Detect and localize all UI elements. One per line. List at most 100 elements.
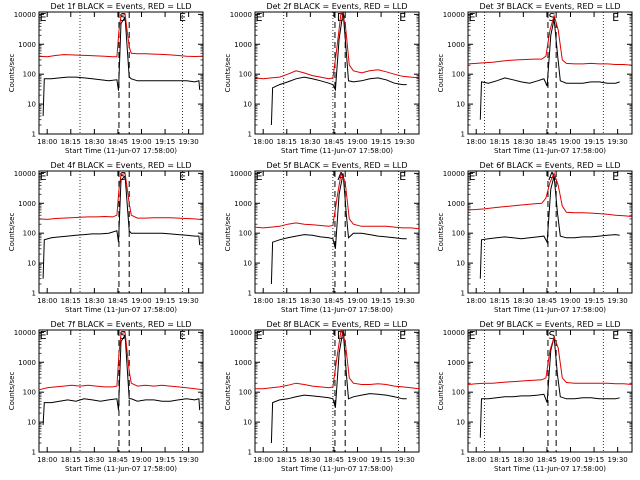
flag-label: E bbox=[179, 11, 186, 24]
x-tick-label: 19:15 bbox=[371, 138, 391, 146]
x-tick-label: 18:15 bbox=[61, 297, 81, 305]
x-axis-label: Start Time (11-Jun-07 17:58:00) bbox=[281, 465, 393, 473]
y-tick-label: 10000 bbox=[443, 329, 465, 337]
x-tick-label: 18:45 bbox=[108, 138, 128, 146]
x-tick-label: 19:00 bbox=[560, 297, 580, 305]
events-series-line bbox=[479, 18, 620, 120]
lld-series-line bbox=[38, 331, 204, 391]
x-tick-label: 19:15 bbox=[155, 297, 175, 305]
y-axis-label: Counts/sec bbox=[437, 372, 445, 411]
x-tick-label: 19:30 bbox=[179, 138, 199, 146]
y-tick-label: 10000 bbox=[14, 11, 36, 19]
x-tick-label: 18:30 bbox=[84, 297, 104, 305]
flag-label: E bbox=[40, 170, 47, 183]
y-tick-label: 10000 bbox=[443, 170, 465, 178]
y-tick-label: 1 bbox=[32, 449, 36, 457]
x-tick-label: 19:30 bbox=[395, 138, 415, 146]
x-tick-label: 19:00 bbox=[560, 456, 580, 464]
x-tick-label: 18:30 bbox=[513, 456, 533, 464]
y-tick-label: 10000 bbox=[230, 329, 252, 337]
plot-frame bbox=[254, 170, 420, 294]
flag-label: S bbox=[120, 329, 127, 342]
flag-label: A bbox=[337, 170, 345, 183]
y-tick-label: 100 bbox=[23, 71, 36, 79]
plot-frame bbox=[38, 11, 204, 135]
plot-frame bbox=[467, 170, 633, 294]
y-tick-label: 1000 bbox=[447, 200, 465, 208]
lld-series-line bbox=[467, 335, 633, 385]
events-series-line bbox=[479, 336, 620, 438]
y-tick-label: 100 bbox=[23, 389, 36, 397]
y-tick-label: 1 bbox=[32, 131, 36, 139]
x-tick-label: 19:15 bbox=[371, 456, 391, 464]
x-tick-label: 18:00 bbox=[37, 297, 57, 305]
flag-label: E bbox=[256, 11, 263, 24]
y-axis-label: Counts/sec bbox=[224, 54, 232, 93]
y-tick-label: 100 bbox=[452, 389, 465, 397]
y-tick-label: 1000 bbox=[18, 359, 36, 367]
y-tick-label: 1 bbox=[461, 449, 465, 457]
y-tick-label: 100 bbox=[239, 230, 252, 238]
x-tick-label: 18:45 bbox=[537, 456, 557, 464]
x-tick-label: 19:30 bbox=[179, 456, 199, 464]
events-series-line bbox=[270, 173, 407, 285]
x-tick-label: 19:00 bbox=[347, 297, 367, 305]
y-tick-label: 10 bbox=[27, 101, 36, 109]
y-tick-label: 1 bbox=[248, 290, 252, 298]
x-axis-label: Start Time (11-Jun-07 17:58:00) bbox=[65, 465, 177, 473]
y-tick-label: 10000 bbox=[230, 11, 252, 19]
lld-series-line bbox=[254, 171, 420, 230]
y-tick-label: 100 bbox=[239, 389, 252, 397]
x-tick-label: 18:45 bbox=[324, 456, 344, 464]
y-axis-label: Counts/sec bbox=[8, 372, 16, 411]
y-axis-label: Counts/sec bbox=[437, 213, 445, 252]
y-tick-label: 1000 bbox=[18, 200, 36, 208]
y-tick-label: 1000 bbox=[447, 41, 465, 49]
flag-label: D bbox=[337, 329, 345, 342]
flag-label: E bbox=[399, 170, 406, 183]
y-tick-label: 10 bbox=[456, 101, 465, 109]
x-tick-label: 18:15 bbox=[61, 456, 81, 464]
panel-title: Det 7f BLACK = Events, RED = LLD bbox=[50, 320, 191, 329]
x-tick-label: 18:30 bbox=[300, 297, 320, 305]
x-tick-label: 19:00 bbox=[560, 138, 580, 146]
plot-frame bbox=[467, 329, 633, 453]
lld-series-line bbox=[467, 172, 633, 217]
y-tick-label: 100 bbox=[239, 71, 252, 79]
events-series-line bbox=[270, 11, 407, 126]
y-tick-label: 1 bbox=[461, 290, 465, 298]
flag-label: D bbox=[337, 11, 345, 24]
lld-series-line bbox=[38, 172, 204, 221]
panel-title: Det 3f BLACK = Events, RED = LLD bbox=[479, 2, 620, 11]
flag-label: E bbox=[399, 11, 406, 24]
flag-label: S bbox=[549, 11, 556, 24]
plot-frame bbox=[38, 170, 204, 294]
y-tick-label: 1 bbox=[248, 131, 252, 139]
y-tick-label: 100 bbox=[452, 230, 465, 238]
x-tick-label: 19:15 bbox=[155, 138, 175, 146]
x-tick-label: 19:00 bbox=[347, 138, 367, 146]
x-tick-label: 18:45 bbox=[537, 297, 557, 305]
events-series-line bbox=[42, 175, 201, 279]
panel-title: Det 4f BLACK = Events, RED = LLD bbox=[50, 161, 191, 170]
y-axis-label: Counts/sec bbox=[437, 54, 445, 93]
x-tick-label: 18:45 bbox=[537, 138, 557, 146]
flag-label: E bbox=[399, 329, 406, 342]
x-tick-label: 19:15 bbox=[584, 297, 604, 305]
flag-label: E bbox=[40, 11, 47, 24]
x-tick-label: 18:00 bbox=[37, 138, 57, 146]
flag-label: E bbox=[612, 11, 619, 24]
x-axis-label: Start Time (11-Jun-07 17:58:00) bbox=[494, 147, 606, 155]
panel-title: Det 6f BLACK = Events, RED = LLD bbox=[479, 161, 620, 170]
panel-title: Det 1f BLACK = Events, RED = LLD bbox=[50, 2, 191, 11]
x-tick-label: 19:15 bbox=[584, 138, 604, 146]
x-tick-label: 19:30 bbox=[395, 297, 415, 305]
x-tick-label: 18:00 bbox=[253, 456, 273, 464]
events-series-line bbox=[42, 15, 201, 117]
